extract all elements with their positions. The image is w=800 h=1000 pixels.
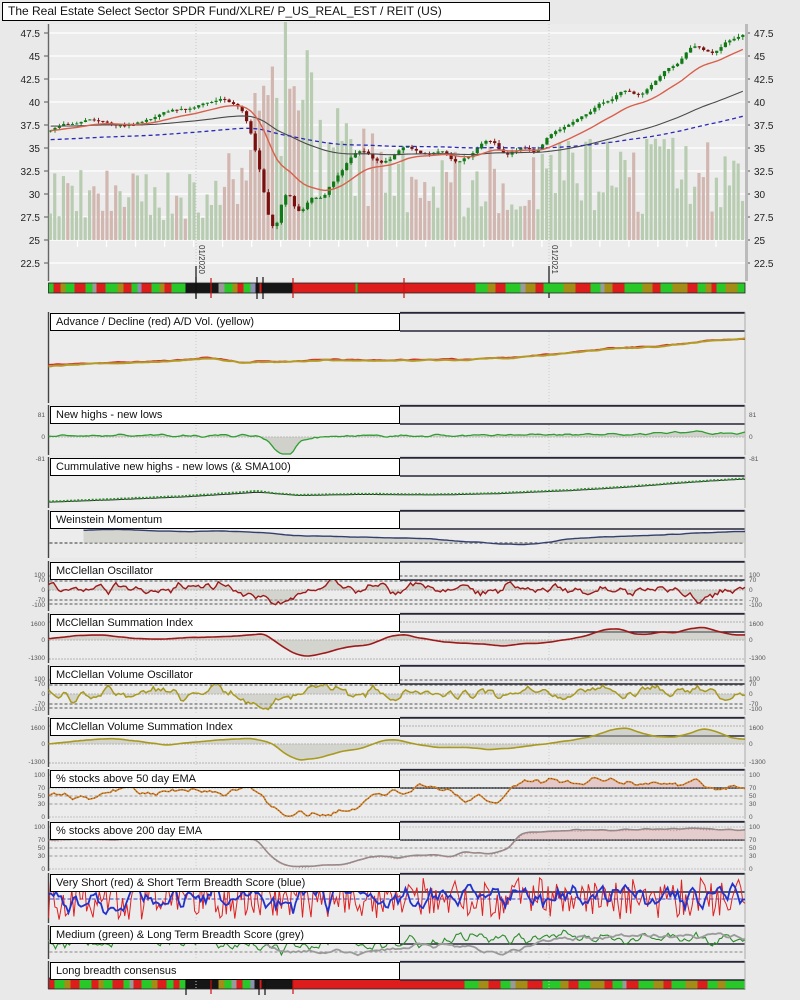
- svg-text:-70: -70: [749, 597, 759, 604]
- svg-text:70: 70: [38, 785, 46, 792]
- svg-text:32.5: 32.5: [21, 167, 41, 178]
- panel-label-pct-above-200ema: % stocks above 200 day EMA: [50, 822, 400, 840]
- svg-text:45: 45: [29, 52, 41, 63]
- svg-text:100: 100: [34, 572, 45, 579]
- svg-text:1600: 1600: [31, 621, 46, 628]
- svg-text:30: 30: [29, 190, 41, 201]
- panel-label-mcclellan-oscillator: McClellan Oscillator: [50, 562, 400, 580]
- svg-text:0: 0: [749, 741, 753, 748]
- svg-text:0: 0: [749, 637, 753, 644]
- svg-text:-1300: -1300: [28, 759, 45, 766]
- svg-text:0: 0: [41, 637, 45, 644]
- svg-text:1600: 1600: [749, 621, 764, 628]
- panel-label-long-breadth-consensus: Long breadth consensus: [50, 962, 400, 980]
- svg-text:22.5: 22.5: [754, 259, 774, 270]
- panel-label-cumulative-nh-nl: Cummulative new highs - new lows (& SMA1…: [50, 458, 400, 476]
- svg-text:30: 30: [754, 190, 766, 201]
- svg-text:100: 100: [749, 824, 760, 831]
- svg-text:70: 70: [749, 785, 757, 792]
- chart-title: The Real Estate Select Sector SPDR Fund/…: [2, 2, 550, 21]
- svg-text:50: 50: [38, 845, 46, 852]
- svg-text:100: 100: [749, 676, 760, 683]
- panel-label-short-term-breadth: Very Short (red) & Short Term Breadth Sc…: [50, 874, 400, 892]
- svg-text:70: 70: [38, 577, 46, 584]
- svg-text:35: 35: [29, 144, 41, 155]
- panel-label-medium-long-breadth: Medium (green) & Long Term Breadth Score…: [50, 926, 400, 944]
- svg-text:27.5: 27.5: [21, 213, 41, 224]
- svg-text:-1300: -1300: [749, 759, 766, 766]
- svg-text:1600: 1600: [749, 725, 764, 732]
- svg-text:30: 30: [38, 853, 46, 860]
- svg-text:42.5: 42.5: [21, 75, 41, 86]
- panel-label-mcclellan-summation: McClellan Summation Index: [50, 614, 400, 632]
- svg-text:-81: -81: [36, 456, 46, 463]
- svg-text:0: 0: [41, 814, 45, 821]
- svg-text:81: 81: [749, 412, 757, 419]
- svg-text:37.5: 37.5: [754, 121, 774, 132]
- panel-label-pct-above-50ema: % stocks above 50 day EMA: [50, 770, 400, 788]
- svg-text:0: 0: [749, 814, 753, 821]
- svg-text:70: 70: [38, 837, 46, 844]
- svg-text:0: 0: [41, 741, 45, 748]
- svg-text:0: 0: [41, 691, 45, 698]
- svg-text:40: 40: [29, 98, 41, 109]
- svg-text:25: 25: [754, 236, 766, 247]
- panel-label-new-highs-lows: New highs - new lows: [50, 406, 400, 424]
- svg-text:0: 0: [749, 434, 753, 441]
- svg-text:0: 0: [41, 434, 45, 441]
- svg-text:100: 100: [34, 824, 45, 831]
- svg-text:-100: -100: [32, 602, 45, 609]
- svg-text:0: 0: [749, 691, 753, 698]
- svg-text:50: 50: [749, 793, 757, 800]
- svg-text:-70: -70: [36, 701, 46, 708]
- svg-text:-81: -81: [749, 456, 759, 463]
- svg-text:-1300: -1300: [28, 655, 45, 662]
- svg-text:35: 35: [754, 144, 766, 155]
- svg-text:0: 0: [749, 866, 753, 873]
- svg-text:27.5: 27.5: [754, 213, 774, 224]
- svg-text:40: 40: [754, 98, 766, 109]
- svg-text:42.5: 42.5: [754, 75, 774, 86]
- svg-text:100: 100: [749, 572, 760, 579]
- svg-text:100: 100: [34, 676, 45, 683]
- svg-text:50: 50: [749, 845, 757, 852]
- svg-text:0: 0: [749, 587, 753, 594]
- svg-text:22.5: 22.5: [21, 259, 41, 270]
- svg-text:70: 70: [749, 681, 757, 688]
- svg-text:70: 70: [749, 837, 757, 844]
- svg-text:47.5: 47.5: [21, 29, 41, 40]
- svg-text:-100: -100: [32, 706, 45, 713]
- svg-text:-100: -100: [749, 706, 762, 713]
- svg-text:0: 0: [41, 587, 45, 594]
- svg-text:1600: 1600: [31, 725, 46, 732]
- svg-text:30: 30: [749, 801, 757, 808]
- svg-text:81: 81: [38, 412, 46, 419]
- svg-text:70: 70: [749, 577, 757, 584]
- svg-text:-100: -100: [749, 602, 762, 609]
- svg-text:50: 50: [38, 793, 46, 800]
- panel-label-weinstein-momentum: Weinstein Momentum: [50, 511, 400, 529]
- svg-text:25: 25: [29, 236, 41, 247]
- panel-label-mcclellan-volume-summation: McClellan Volume Summation Index: [50, 718, 400, 736]
- svg-text:01/2020: 01/2020: [197, 245, 206, 274]
- svg-text:47.5: 47.5: [754, 29, 774, 40]
- svg-text:30: 30: [749, 853, 757, 860]
- svg-text:32.5: 32.5: [754, 167, 774, 178]
- svg-text:45: 45: [754, 52, 766, 63]
- svg-text:70: 70: [38, 681, 46, 688]
- svg-text:-70: -70: [749, 701, 759, 708]
- svg-text:-70: -70: [36, 597, 46, 604]
- svg-text:0: 0: [41, 866, 45, 873]
- svg-text:30: 30: [38, 801, 46, 808]
- panel-label-advance-decline: Advance / Decline (red) A/D Vol. (yellow…: [50, 313, 400, 331]
- panel-label-mcclellan-volume-oscillator: McClellan Volume Oscillator: [50, 666, 400, 684]
- svg-text:100: 100: [749, 772, 760, 779]
- svg-text:100: 100: [34, 772, 45, 779]
- svg-text:37.5: 37.5: [21, 121, 41, 132]
- svg-text:01/2021: 01/2021: [550, 245, 559, 274]
- svg-text:-1300: -1300: [749, 655, 766, 662]
